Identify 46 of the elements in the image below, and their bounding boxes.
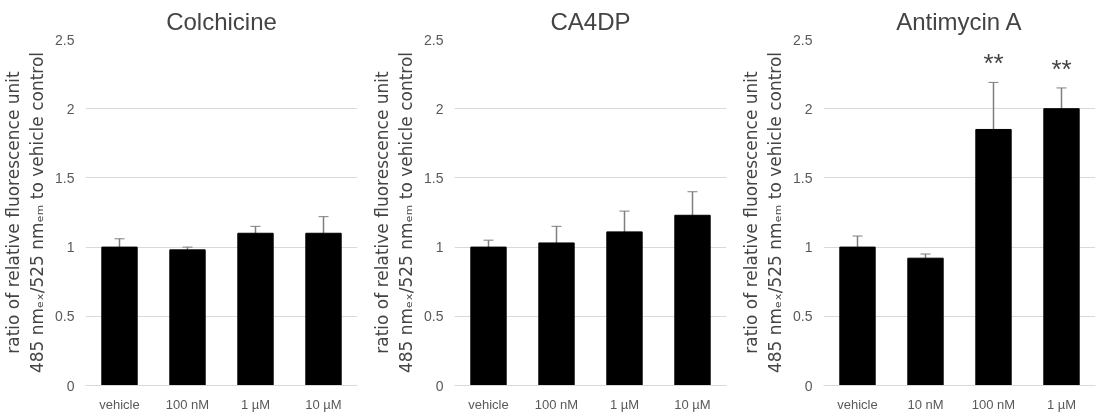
y-tick-label: 0: [804, 377, 813, 394]
chart-title: CA4DP: [550, 7, 631, 35]
x-tick-label: 10 nM: [907, 396, 944, 412]
y-tick-label: 2: [66, 100, 75, 117]
bar: [907, 257, 944, 386]
bar: [538, 242, 575, 386]
y-tick-label: 0: [435, 377, 444, 394]
annotation: **: [1051, 53, 1072, 84]
y-tick-label: 1: [66, 239, 75, 256]
bar: [606, 231, 643, 386]
x-tick-label: vehicle: [468, 396, 509, 412]
y-tick-label: 1.5: [55, 169, 75, 186]
y-tick-label: 0.5: [55, 308, 75, 325]
y-tick-label: 0.5: [424, 308, 444, 325]
y-tick-label: 0.5: [793, 308, 813, 325]
x-tick-label: 100 nM: [534, 396, 579, 412]
bar: [674, 214, 711, 386]
x-tick-label: 10 µM: [674, 396, 711, 412]
x-tick-label: 1 µM: [1046, 396, 1077, 412]
y-tick-label: 2.5: [793, 31, 813, 48]
x-tick-label: vehicle: [837, 396, 878, 412]
y-axis-title: ratio of relative fluorescence unit 485 nmₑₓ/525 nmₑₘ to vehicle control: [3, 51, 48, 374]
x-tick-label: 100 nM: [165, 396, 210, 412]
y-axis-title: ratio of relative fluorescence unit 485 nmₑₓ/525 nmₑₘ to vehicle control: [372, 51, 417, 374]
chart-title: Colchicine: [166, 7, 277, 35]
bar: [470, 246, 507, 386]
y-tick-label: 1.5: [793, 169, 813, 186]
annotation: **: [983, 48, 1004, 79]
y-tick-label: 1: [435, 239, 444, 256]
bar: [975, 128, 1012, 386]
x-tick-label: 10 µM: [305, 396, 342, 412]
bar: [839, 246, 876, 386]
y-tick-label: 2.5: [424, 31, 444, 48]
y-tick-label: 2.5: [55, 31, 75, 48]
y-tick-label: 2: [804, 100, 813, 117]
x-tick-label: vehicle: [99, 396, 140, 412]
x-tick-label: 100 nM: [971, 396, 1016, 412]
y-tick-label: 2: [435, 100, 444, 117]
chart-title: Antimycin A: [896, 7, 1022, 35]
x-tick-label: 1 µM: [609, 396, 640, 412]
bar: [1043, 108, 1080, 386]
y-tick-label: 0: [66, 377, 75, 394]
y-axis-title: ratio of relative fluorescence unit 485 nmₑₓ/525 nmₑₘ to vehicle control: [741, 51, 786, 374]
x-tick-label: 1 µM: [240, 396, 271, 412]
y-tick-label: 1: [804, 239, 813, 256]
y-tick-label: 1.5: [424, 169, 444, 186]
